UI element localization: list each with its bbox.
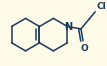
- Text: N: N: [64, 22, 72, 32]
- Text: Cl: Cl: [96, 2, 106, 11]
- Text: O: O: [80, 44, 88, 53]
